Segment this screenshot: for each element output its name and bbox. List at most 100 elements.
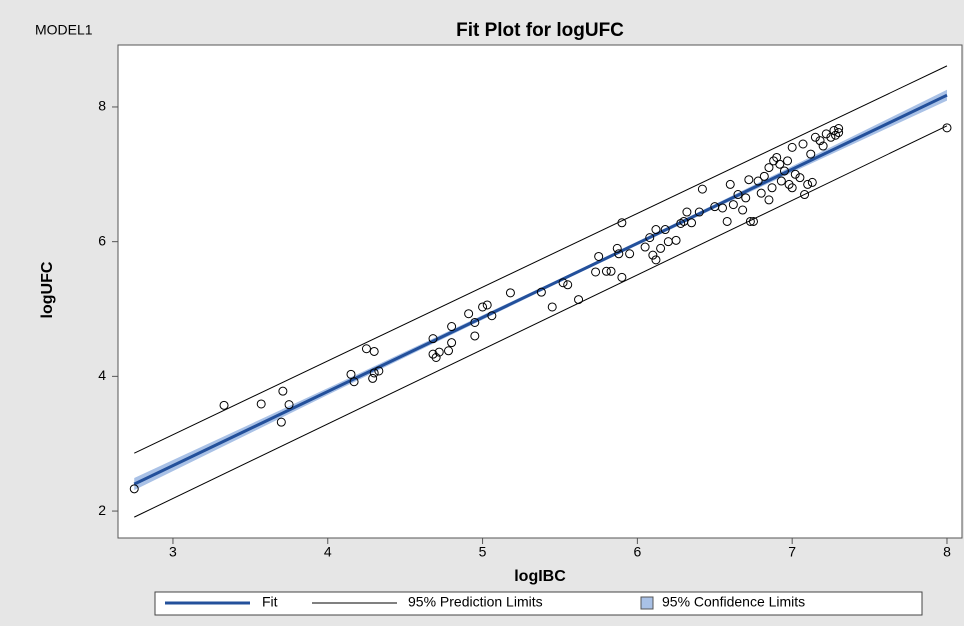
data-point bbox=[219, 400, 229, 410]
data-point bbox=[656, 243, 666, 253]
legend-confidence-swatch bbox=[640, 596, 654, 610]
data-point bbox=[505, 288, 515, 298]
data-point bbox=[129, 484, 139, 494]
data-point bbox=[349, 377, 359, 387]
data-point bbox=[369, 368, 379, 378]
data-point bbox=[478, 302, 488, 312]
data-point bbox=[625, 249, 635, 259]
data-point bbox=[645, 233, 655, 243]
data-point bbox=[487, 311, 497, 321]
x-tick-label: 8 bbox=[943, 544, 951, 560]
data-point bbox=[614, 249, 624, 259]
data-point bbox=[447, 338, 457, 348]
data-point bbox=[733, 190, 743, 200]
data-point bbox=[815, 136, 825, 146]
data-point bbox=[810, 132, 820, 142]
x-tick-label: 7 bbox=[788, 544, 796, 560]
y-tick-label: 6 bbox=[98, 232, 106, 248]
data-point bbox=[547, 302, 557, 312]
data-point bbox=[764, 163, 774, 173]
data-point bbox=[601, 266, 611, 276]
data-point bbox=[776, 176, 786, 186]
x-tick-label: 3 bbox=[169, 544, 177, 560]
data-point bbox=[369, 346, 379, 356]
data-point bbox=[798, 139, 808, 149]
data-point bbox=[942, 123, 952, 133]
data-point bbox=[284, 400, 294, 410]
data-point bbox=[806, 149, 816, 159]
data-point bbox=[651, 225, 661, 235]
data-point bbox=[368, 373, 378, 383]
data-point bbox=[753, 176, 763, 186]
data-point bbox=[741, 193, 751, 203]
model-label: MODEL1 bbox=[35, 22, 93, 38]
data-point bbox=[361, 344, 371, 354]
data-point bbox=[745, 216, 755, 226]
data-point bbox=[748, 216, 758, 226]
data-point bbox=[821, 129, 831, 139]
prediction-limit bbox=[134, 65, 948, 454]
data-point bbox=[640, 242, 650, 252]
data-point bbox=[795, 173, 805, 183]
data-point bbox=[784, 179, 794, 189]
data-point bbox=[470, 317, 480, 327]
data-point bbox=[682, 207, 692, 217]
data-point bbox=[536, 287, 546, 297]
y-tick-label: 8 bbox=[98, 98, 106, 114]
data-point bbox=[818, 141, 828, 151]
data-point bbox=[482, 300, 492, 310]
legend bbox=[154, 591, 923, 616]
data-point bbox=[563, 280, 573, 290]
data-point bbox=[428, 334, 438, 344]
data-point bbox=[256, 399, 266, 409]
legend-label: 95% Prediction Limits bbox=[408, 594, 543, 610]
data-point bbox=[829, 126, 839, 136]
data-point bbox=[718, 203, 728, 213]
data-point bbox=[787, 142, 797, 152]
data-point bbox=[617, 272, 627, 282]
data-point bbox=[722, 216, 732, 226]
data-point bbox=[276, 417, 286, 427]
data-point bbox=[779, 166, 789, 176]
data-point bbox=[660, 225, 670, 235]
x-tick-label: 6 bbox=[633, 544, 641, 560]
data-point bbox=[775, 159, 785, 169]
legend-label: Fit bbox=[262, 594, 278, 610]
x-axis-label: logIBC bbox=[514, 568, 566, 585]
data-point bbox=[444, 346, 454, 356]
data-point bbox=[738, 205, 748, 215]
data-point bbox=[374, 366, 384, 376]
data-point bbox=[697, 184, 707, 194]
data-point bbox=[694, 207, 704, 217]
x-tick-label: 4 bbox=[324, 544, 332, 560]
data-point bbox=[574, 295, 584, 305]
data-point bbox=[671, 235, 681, 245]
data-point bbox=[612, 243, 622, 253]
data-point bbox=[278, 386, 288, 396]
y-tick-label: 4 bbox=[98, 367, 106, 383]
data-point bbox=[803, 179, 813, 189]
data-point bbox=[759, 171, 769, 181]
data-point bbox=[434, 347, 444, 357]
data-point bbox=[783, 156, 793, 166]
data-point bbox=[834, 128, 844, 138]
data-point bbox=[558, 278, 568, 288]
data-point bbox=[725, 179, 735, 189]
data-point bbox=[431, 353, 441, 363]
data-point bbox=[767, 183, 777, 193]
data-point bbox=[346, 369, 356, 379]
data-point bbox=[800, 190, 810, 200]
data-point bbox=[594, 251, 604, 261]
data-point bbox=[470, 331, 480, 341]
data-point bbox=[428, 349, 438, 359]
data-point bbox=[648, 250, 658, 260]
data-point bbox=[756, 188, 766, 198]
chart-title: Fit Plot for logUFC bbox=[456, 20, 624, 41]
fit-line bbox=[133, 93, 948, 486]
data-point bbox=[834, 124, 844, 134]
y-axis-label: logUFC bbox=[39, 261, 56, 318]
data-point bbox=[787, 183, 797, 193]
data-point bbox=[687, 218, 697, 228]
data-point bbox=[447, 322, 457, 332]
legend-label: 95% Confidence Limits bbox=[662, 594, 805, 610]
